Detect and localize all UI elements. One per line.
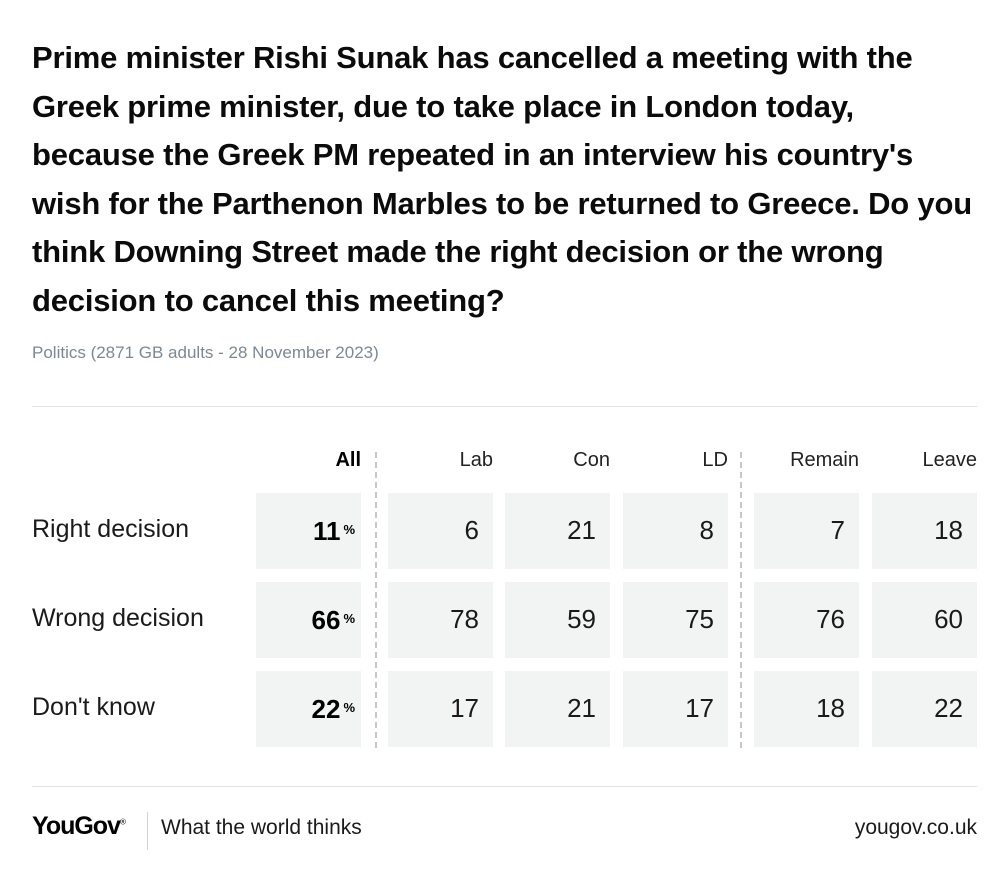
percent-sign: % <box>343 699 355 715</box>
value-remain: 76 <box>816 604 845 634</box>
value-leave: 60 <box>934 604 963 634</box>
row-label: Don't know <box>32 693 155 721</box>
cell-con <box>505 493 610 569</box>
value-lab: 17 <box>450 693 479 723</box>
cell-ld <box>623 671 728 747</box>
value-con: 21 <box>567 693 596 723</box>
column-header-lab: Lab <box>459 449 493 471</box>
yougov-logo: YouGov® <box>32 812 126 840</box>
column-header-con: Con <box>573 449 610 471</box>
footer-separator <box>147 812 148 850</box>
cell-lab <box>388 671 493 747</box>
cell-leave <box>872 493 977 569</box>
cell-remain <box>754 493 859 569</box>
value-con: 21 <box>567 515 596 545</box>
cell-lab <box>388 493 493 569</box>
column-header-ld: LD <box>702 449 728 471</box>
column-group-divider-1 <box>375 452 377 748</box>
column-header-leave: Leave <box>922 449 978 471</box>
column-group-divider-2 <box>740 452 742 748</box>
bottom-divider <box>32 786 977 787</box>
cell-all <box>256 671 361 747</box>
cell-ld <box>623 582 728 658</box>
value-con: 59 <box>567 604 596 634</box>
cell-con <box>505 671 610 747</box>
percent-sign: % <box>343 521 355 537</box>
cell-all <box>256 493 361 569</box>
value-remain: 18 <box>816 693 845 723</box>
percent-sign: % <box>343 610 355 626</box>
question-title: Prime minister Rishi Sunak has cancelled… <box>32 40 972 318</box>
top-divider <box>32 406 977 407</box>
row-label: Wrong decision <box>32 604 204 632</box>
survey-meta: Politics (2871 GB adults - 28 November 2… <box>32 343 379 362</box>
cell-con <box>505 582 610 658</box>
value-leave: 22 <box>934 693 963 723</box>
cell-remain <box>754 582 859 658</box>
column-header-remain: Remain <box>790 449 859 471</box>
value-ld: 75 <box>685 604 714 634</box>
cell-lab <box>388 582 493 658</box>
all-value-number: 22 <box>311 694 341 724</box>
cell-leave <box>872 582 977 658</box>
all-value: 66% <box>256 605 355 636</box>
value-ld: 17 <box>685 693 714 723</box>
value-remain: 7 <box>830 515 845 545</box>
all-value: 22% <box>256 694 355 725</box>
all-value: 11% <box>256 516 355 547</box>
column-header-all: All <box>335 449 361 471</box>
all-value-number: 66 <box>311 605 341 635</box>
value-lab: 78 <box>450 604 479 634</box>
value-leave: 18 <box>934 515 963 545</box>
value-lab: 6 <box>464 515 479 545</box>
tagline: What the world thinks <box>161 816 362 839</box>
cell-remain <box>754 671 859 747</box>
cell-all <box>256 582 361 658</box>
cell-ld <box>623 493 728 569</box>
row-label: Right decision <box>32 515 190 543</box>
all-value-number: 11 <box>312 516 341 546</box>
site-url: yougov.co.uk <box>854 816 977 839</box>
value-ld: 8 <box>699 515 714 545</box>
cell-leave <box>872 671 977 747</box>
